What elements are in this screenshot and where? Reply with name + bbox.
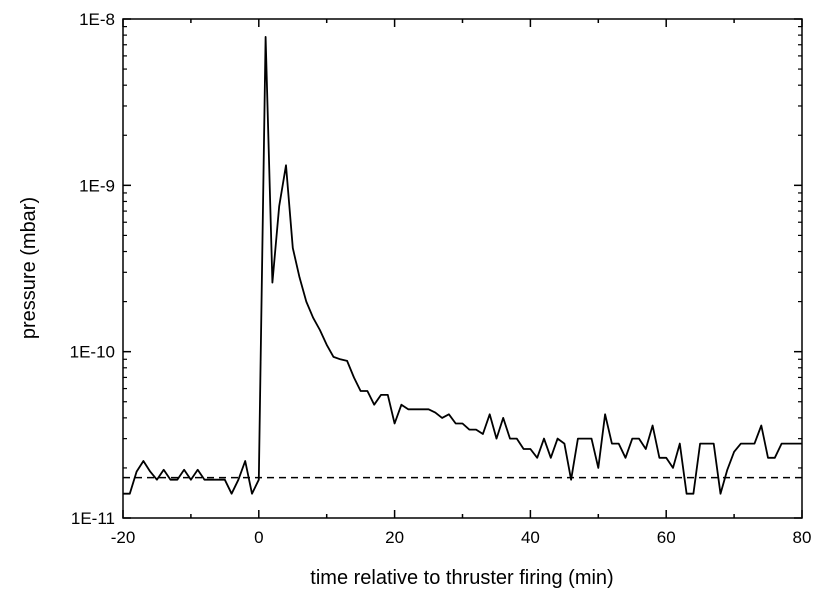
x-axis-title: time relative to thruster firing (min): [310, 567, 613, 589]
y-axis-ticks: 1E-11 1E-10 1E-9 1E-8: [70, 10, 802, 528]
y-tick-label: 1E-8: [79, 10, 115, 29]
x-tick-label: 0: [254, 528, 263, 547]
pressure-series-line: [123, 36, 802, 495]
y-tick-label: 1E-11: [71, 509, 115, 528]
x-tick-label: 40: [521, 528, 540, 547]
x-tick-label: 20: [385, 528, 404, 547]
y-tick-label: 1E-10: [70, 343, 115, 362]
x-tick-label: -20: [111, 528, 136, 547]
series-layer: [123, 36, 802, 495]
x-tick-label: 80: [793, 528, 812, 547]
y-tick-label: 1E-9: [79, 176, 115, 195]
x-axis-ticks: -20 0 20 40 60 80: [111, 19, 812, 547]
y-axis-title: pressure (mbar): [18, 197, 40, 339]
x-tick-label: 60: [657, 528, 676, 547]
